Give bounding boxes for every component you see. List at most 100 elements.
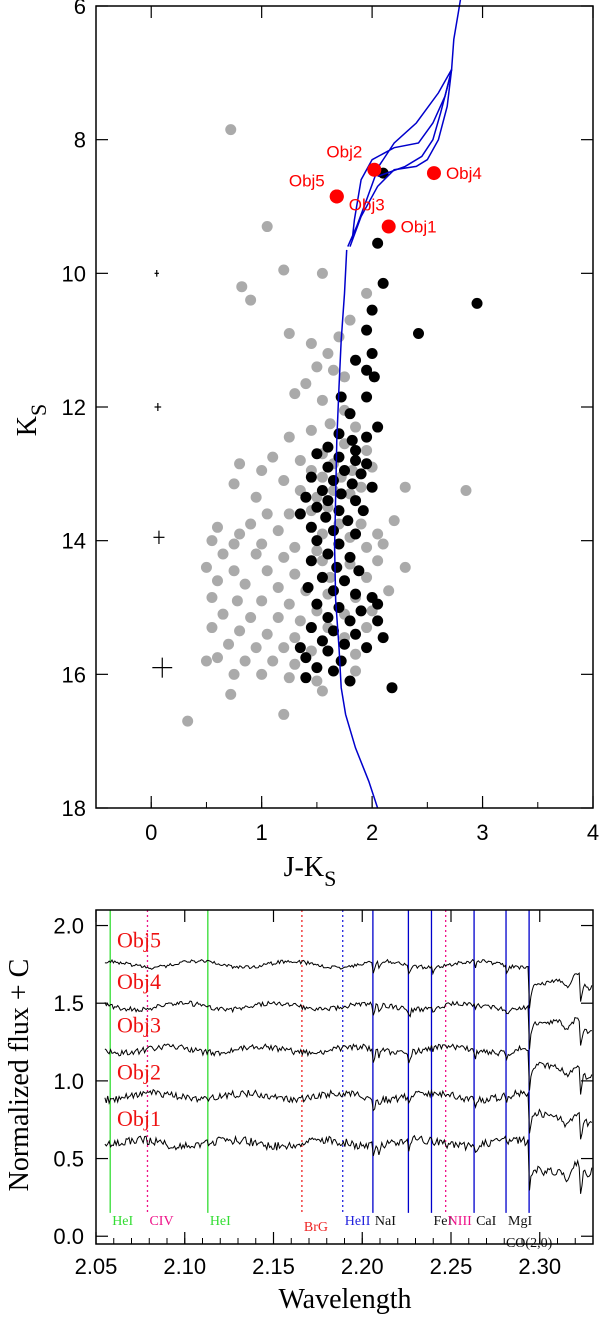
- field-star: [372, 528, 384, 540]
- field-star: [399, 561, 411, 573]
- x-tick-label: 2.30: [518, 1254, 561, 1279]
- spectrum-label: Obj4: [117, 969, 161, 994]
- field-star: [267, 655, 279, 667]
- field-star: [311, 675, 323, 687]
- member-star: [327, 525, 339, 537]
- line-marker-label: CIV: [149, 1214, 173, 1229]
- field-star: [245, 294, 257, 306]
- member-star: [368, 371, 380, 383]
- field-star: [289, 541, 301, 553]
- object-label: Obj5: [289, 171, 325, 190]
- member-star: [361, 431, 373, 443]
- field-star: [228, 668, 240, 680]
- field-star: [289, 388, 301, 400]
- field-star: [294, 454, 306, 466]
- spectra-y-axis-title: Normalized flux + C: [4, 959, 35, 1192]
- field-star: [261, 221, 273, 233]
- member-star: [346, 434, 358, 446]
- member-star: [350, 528, 362, 540]
- member-star: [366, 348, 378, 360]
- member-star: [335, 488, 347, 500]
- line-marker-label: CaI: [476, 1214, 497, 1229]
- member-star: [333, 428, 345, 440]
- field-star: [311, 361, 323, 373]
- field-star: [399, 481, 411, 493]
- member-star: [339, 638, 350, 650]
- x-tick-label: 2.20: [341, 1254, 384, 1279]
- member-star: [361, 642, 373, 654]
- field-star: [383, 585, 395, 597]
- field-star: [245, 612, 257, 624]
- line-marker-label: HeI: [210, 1214, 231, 1229]
- isochrone-line: [333, 249, 379, 809]
- field-star: [361, 541, 373, 553]
- member-star: [339, 464, 350, 476]
- cmd-y-axis-title: KS: [12, 404, 51, 436]
- member-star: [305, 471, 317, 483]
- cmd-x-axis-title: J-KS: [284, 852, 337, 891]
- field-star: [346, 464, 358, 476]
- member-star: [333, 505, 345, 517]
- y-tick-label: 8: [74, 128, 86, 153]
- field-star: [272, 525, 284, 537]
- x-tick-label: 1: [256, 820, 268, 845]
- member-star: [366, 304, 378, 316]
- field-star: [350, 421, 362, 433]
- object-label: Obj2: [326, 143, 362, 162]
- spectrum-label: Obj1: [117, 1106, 161, 1131]
- member-star: [350, 444, 362, 456]
- member-star: [350, 354, 362, 366]
- member-star: [322, 548, 334, 560]
- member-star: [350, 588, 362, 600]
- field-star: [225, 688, 237, 700]
- member-star: [333, 538, 345, 550]
- x-tick-label: 2.05: [75, 1254, 118, 1279]
- member-star: [322, 645, 334, 657]
- field-star: [234, 528, 246, 540]
- field-star: [250, 491, 262, 503]
- field-star: [239, 578, 251, 590]
- field-star: [283, 672, 295, 684]
- member-star: [327, 585, 339, 597]
- field-star: [289, 632, 301, 644]
- field-stars: [182, 124, 472, 727]
- field-star: [200, 655, 212, 667]
- field-star: [217, 548, 229, 560]
- field-star: [355, 518, 367, 530]
- member-star: [355, 605, 367, 617]
- y-tick-label: 1.0: [53, 1069, 84, 1094]
- member-star: [344, 408, 356, 420]
- member-star: [344, 675, 356, 687]
- spectrum-obj3: [104, 1043, 593, 1095]
- field-star: [206, 535, 218, 547]
- field-star: [261, 508, 273, 520]
- error-bar: [154, 402, 162, 412]
- member-star: [372, 421, 384, 433]
- x-tick-label: 2: [366, 820, 378, 845]
- field-star: [231, 595, 243, 607]
- x-tick-label: 4: [587, 820, 599, 845]
- member-star: [350, 495, 362, 507]
- member-star: [311, 598, 323, 610]
- field-star: [182, 715, 194, 727]
- field-star: [283, 431, 295, 443]
- field-star: [350, 648, 362, 660]
- member-star: [300, 491, 312, 503]
- field-star: [316, 267, 328, 279]
- x-tick-label: 2.25: [430, 1254, 473, 1279]
- member-star: [322, 461, 334, 473]
- line-marker-label: MgI: [508, 1214, 532, 1229]
- field-star: [324, 571, 336, 583]
- member-star: [322, 441, 334, 453]
- field-star: [236, 281, 248, 293]
- member-star: [311, 535, 323, 547]
- field-star: [272, 612, 284, 624]
- member-star: [357, 505, 369, 517]
- spectra-x-axis-title: Wavelength: [278, 1284, 411, 1315]
- field-star: [300, 378, 312, 390]
- member-star: [316, 571, 328, 583]
- field-star: [225, 124, 237, 136]
